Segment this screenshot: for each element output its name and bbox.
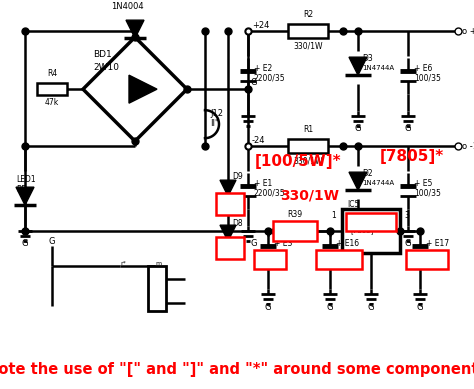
Text: 1N4744A: 1N4744A xyxy=(362,65,394,71)
Text: J12: J12 xyxy=(210,109,223,117)
Text: 3: 3 xyxy=(404,211,409,220)
Text: G: G xyxy=(417,303,423,312)
Text: G: G xyxy=(22,239,28,248)
Text: IC5: IC5 xyxy=(347,200,359,209)
Polygon shape xyxy=(16,187,34,205)
Text: G: G xyxy=(405,239,411,248)
Text: [22/50]*: [22/50]* xyxy=(410,257,438,263)
Text: RD: RD xyxy=(16,185,27,194)
Bar xyxy=(316,250,362,269)
Text: -24: -24 xyxy=(252,136,265,145)
Polygon shape xyxy=(83,37,187,141)
Bar xyxy=(216,237,244,259)
Bar xyxy=(342,209,400,253)
Bar xyxy=(288,139,328,153)
Polygon shape xyxy=(220,225,236,241)
Text: R2: R2 xyxy=(303,10,313,19)
Text: [7805]*: [7805]* xyxy=(350,227,377,234)
Text: [100/5W]*: [100/5W]* xyxy=(277,228,313,235)
Text: + E3: + E3 xyxy=(274,239,292,248)
Text: 2200/35: 2200/35 xyxy=(254,74,286,82)
Bar xyxy=(288,24,328,38)
Text: G: G xyxy=(355,239,361,248)
Text: D8: D8 xyxy=(232,219,243,228)
Text: G: G xyxy=(327,303,333,312)
Polygon shape xyxy=(349,172,367,190)
Bar xyxy=(148,266,166,311)
Text: 330/1W: 330/1W xyxy=(293,156,323,165)
Text: D9: D9 xyxy=(232,172,243,180)
Text: G: G xyxy=(265,303,271,312)
Text: G: G xyxy=(251,78,257,87)
Text: D3: D3 xyxy=(362,54,373,63)
Text: [100/5W]*: [100/5W]* xyxy=(255,154,342,169)
Bar xyxy=(273,221,317,241)
Text: R1: R1 xyxy=(303,125,313,134)
Text: 100/35: 100/35 xyxy=(414,189,441,198)
Text: r*: r* xyxy=(120,261,126,266)
Bar xyxy=(216,193,244,215)
Text: 1N4004: 1N4004 xyxy=(111,2,143,11)
Text: 1: 1 xyxy=(331,211,336,220)
Bar xyxy=(37,83,67,95)
Text: 100/35: 100/35 xyxy=(414,74,441,82)
Text: II": II" xyxy=(224,244,232,253)
Text: 330/1W: 330/1W xyxy=(280,188,339,202)
Text: II": II" xyxy=(264,256,272,265)
Text: D2: D2 xyxy=(362,169,373,178)
Text: G: G xyxy=(405,124,411,133)
Text: 2200/35: 2200/35 xyxy=(254,189,286,198)
Text: o -15: o -15 xyxy=(462,142,474,151)
Text: + E17: + E17 xyxy=(426,239,449,248)
Text: 330/1W: 330/1W xyxy=(293,41,323,50)
Bar xyxy=(254,250,286,269)
Text: +24: +24 xyxy=(252,21,269,30)
Polygon shape xyxy=(129,75,157,103)
Text: + E5: + E5 xyxy=(414,179,432,187)
Text: 1N4744A: 1N4744A xyxy=(362,180,394,186)
Polygon shape xyxy=(220,180,236,196)
Text: R39: R39 xyxy=(287,210,302,219)
Text: 2W10: 2W10 xyxy=(93,63,119,72)
Text: G: G xyxy=(49,237,55,246)
Text: [7805]*: [7805]* xyxy=(380,149,444,164)
Polygon shape xyxy=(349,57,367,75)
Text: o +15: o +15 xyxy=(462,27,474,36)
Text: LED1: LED1 xyxy=(16,175,36,184)
Bar xyxy=(406,250,448,269)
Polygon shape xyxy=(126,20,144,38)
Bar xyxy=(346,213,396,231)
Text: G: G xyxy=(355,124,361,133)
Text: 47k: 47k xyxy=(45,98,59,107)
Text: II": II" xyxy=(210,119,219,128)
Text: BD1: BD1 xyxy=(93,50,112,59)
Text: m: m xyxy=(155,261,161,266)
Text: II": II" xyxy=(224,200,232,209)
Text: + E6: + E6 xyxy=(414,64,432,73)
Text: + E1: + E1 xyxy=(254,179,272,187)
Text: [100/25]*: [100/25]* xyxy=(319,257,353,263)
Text: R4: R4 xyxy=(47,69,57,78)
Text: G: G xyxy=(251,239,257,248)
Text: + E2: + E2 xyxy=(254,64,272,73)
Text: Note the use of "[" and "]" and "*" around some components: Note the use of "[" and "]" and "*" arou… xyxy=(0,362,474,377)
Text: IC5: IC5 xyxy=(350,217,363,226)
Text: G: G xyxy=(368,303,374,312)
Text: + E16: + E16 xyxy=(336,239,359,248)
Bar xyxy=(276,224,314,238)
